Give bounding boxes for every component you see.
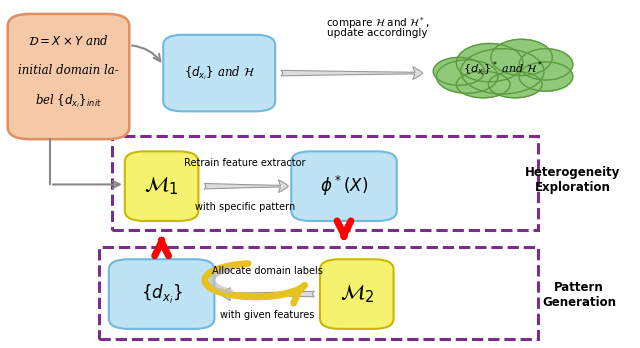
FancyBboxPatch shape — [291, 151, 397, 221]
FancyBboxPatch shape — [163, 35, 275, 111]
Bar — [99, 247, 538, 339]
FancyBboxPatch shape — [125, 151, 198, 221]
Text: $\{d_{x_i}\}$ and $\mathcal{H}$: $\{d_{x_i}\}$ and $\mathcal{H}$ — [184, 64, 255, 82]
Text: update accordingly: update accordingly — [327, 28, 428, 38]
Text: Allocate domain labels: Allocate domain labels — [212, 267, 323, 276]
Ellipse shape — [456, 71, 510, 98]
Text: $\{d_{x_i}\}$: $\{d_{x_i}\}$ — [141, 283, 182, 306]
Text: $\{d_{x_i}\}^*$ and $\mathcal{H}^*$: $\{d_{x_i}\}^*$ and $\mathcal{H}^*$ — [463, 60, 542, 79]
Text: with given features: with given features — [220, 310, 314, 320]
FancyBboxPatch shape — [8, 14, 129, 139]
Text: $\mathcal{D} = X \times Y$ and: $\mathcal{D} = X \times Y$ and — [28, 34, 109, 48]
Ellipse shape — [456, 44, 523, 82]
Ellipse shape — [433, 57, 484, 85]
Ellipse shape — [519, 49, 573, 80]
Ellipse shape — [491, 39, 552, 76]
FancyBboxPatch shape — [109, 259, 214, 329]
Text: compare $\mathcal{H}$ and $\mathcal{H}^*$,: compare $\mathcal{H}$ and $\mathcal{H}^*… — [326, 15, 429, 31]
Text: bel $\{d_{x_i}\}_{init}$: bel $\{d_{x_i}\}_{init}$ — [35, 93, 102, 110]
Ellipse shape — [461, 49, 544, 94]
Text: $\mathcal{M}_2$: $\mathcal{M}_2$ — [340, 283, 374, 305]
Ellipse shape — [488, 71, 542, 98]
FancyBboxPatch shape — [320, 259, 394, 329]
Text: Generation: Generation — [542, 296, 616, 309]
Text: Retrain feature extractor: Retrain feature extractor — [184, 158, 305, 167]
Text: $\mathcal{M}_1$: $\mathcal{M}_1$ — [145, 175, 179, 197]
Text: initial domain la-: initial domain la- — [18, 64, 119, 77]
Text: Exploration: Exploration — [535, 181, 611, 195]
Text: Pattern: Pattern — [554, 280, 604, 294]
Bar — [112, 136, 538, 230]
Ellipse shape — [436, 60, 498, 93]
Text: $\phi^*(X)$: $\phi^*(X)$ — [320, 174, 368, 198]
Text: Heterogeneity: Heterogeneity — [525, 166, 621, 179]
Ellipse shape — [519, 62, 573, 91]
Text: with specific pattern: with specific pattern — [195, 202, 295, 212]
